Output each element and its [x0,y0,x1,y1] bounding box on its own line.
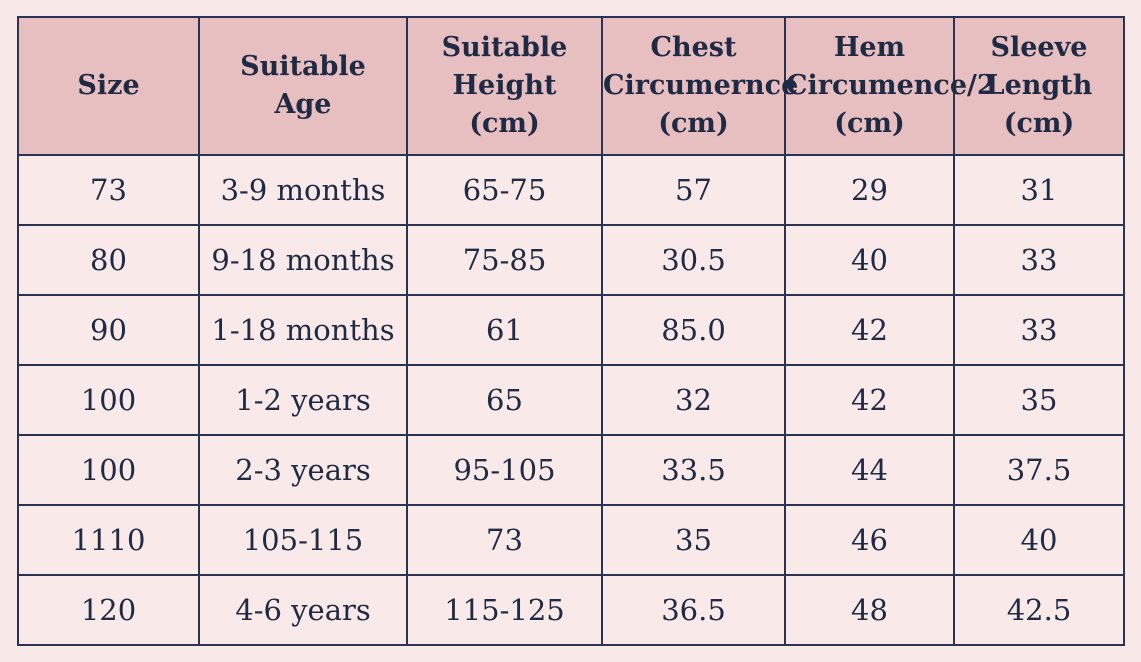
table-cell-hem-circumference: 42 [784,294,955,366]
column-header-suitable-age: Suitable Age [198,16,408,156]
table-cell-suitable-height: 65-75 [406,154,603,226]
column-header-line: (cm) [469,108,540,139]
column-header-hem-circumference: Hem Circumence/2 (cm) [784,16,996,156]
column-header-line: Circumernce [603,70,799,101]
table-cell-chest-circumference: 57 [601,154,786,226]
table-cell-suitable-age: 105-115 [198,504,408,576]
table-cell-suitable-age: 1-2 years [198,364,408,436]
column-header-line: Height [452,70,557,101]
table-cell-sleeve-length: 31 [953,154,1125,226]
table-body: 73 3-9 months 65-75 57 29 31 80 9-18 months 75-8… [17,154,1125,646]
table-cell-suitable-height: 75-85 [406,224,603,296]
table-row: 80 9-18 months 75-85 30.5 40 33 [17,224,1125,296]
table-cell-suitable-age: 1-18 months [198,294,408,366]
table-cell-hem-circumference: 42 [784,364,955,436]
table-cell-size: 80 [17,224,200,296]
column-header-line: Length [985,70,1093,101]
column-header-line: (cm) [658,108,729,139]
column-header-sleeve-length: Sleeve Length (cm) [953,16,1125,156]
table-cell-sleeve-length: 37.5 [953,434,1125,506]
table-cell-chest-circumference: 30.5 [601,224,786,296]
table-cell-sleeve-length: 33 [953,294,1125,366]
table-cell-size: 120 [17,574,200,646]
table-cell-chest-circumference: 36.5 [601,574,786,646]
column-header-chest-circumference: Chest Circumernce (cm) [601,16,799,156]
table-cell-suitable-height: 115-125 [406,574,603,646]
table-row: 100 2-3 years 95-105 33.5 44 37.5 [17,434,1125,506]
column-header-line: Circumence/2 [786,70,996,101]
table-cell-sleeve-length: 33 [953,224,1125,296]
column-header-line: Suitable [441,32,568,63]
table-cell-suitable-age: 4-6 years [198,574,408,646]
table-row: 90 1-18 months 61 85.0 42 33 [17,294,1125,366]
column-header-line: Age [274,89,332,120]
column-header-line: Sleeve [990,32,1088,63]
column-header-line: Hem [833,32,906,63]
column-header-line: Suitable [240,51,366,82]
table-cell-suitable-height: 61 [406,294,603,366]
table-cell-suitable-age: 9-18 months [198,224,408,296]
table-row: 120 4-6 years 115-125 36.5 48 42.5 [17,574,1125,646]
table-cell-suitable-age: 3-9 months [198,154,408,226]
column-header-size: Size [17,16,200,156]
table-cell-hem-circumference: 44 [784,434,955,506]
column-header-line: Size [77,70,140,101]
table-cell-sleeve-length: 40 [953,504,1125,576]
table-cell-size: 73 [17,154,200,226]
table-cell-size: 1110 [17,504,200,576]
table-cell-hem-circumference: 40 [784,224,955,296]
table-cell-suitable-height: 95-105 [406,434,603,506]
table-cell-size: 100 [17,364,200,436]
table-cell-suitable-age: 2-3 years [198,434,408,506]
table-cell-chest-circumference: 32 [601,364,786,436]
table-cell-sleeve-length: 35 [953,364,1125,436]
column-header-line: (cm) [834,108,905,139]
table-header: Size Suitable Age Suitable Height (cm) Chest Ci… [17,16,1125,156]
column-header-line: (cm) [1003,108,1075,139]
table-cell-sleeve-length: 42.5 [953,574,1125,646]
table-row: 1110 105-115 73 35 46 40 [17,504,1125,576]
table-cell-chest-circumference: 33.5 [601,434,786,506]
table-cell-hem-circumference: 46 [784,504,955,576]
table-cell-size: 100 [17,434,200,506]
header-row: Size Suitable Age Suitable Height (cm) Chest Ci… [17,16,1125,156]
table-cell-suitable-height: 73 [406,504,603,576]
table-row: 73 3-9 months 65-75 57 29 31 [17,154,1125,226]
table-row: 100 1-2 years 65 32 42 35 [17,364,1125,436]
table-cell-chest-circumference: 35 [601,504,786,576]
column-header-line: Chest [650,32,737,63]
table-cell-hem-circumference: 48 [784,574,955,646]
table-cell-chest-circumference: 85.0 [601,294,786,366]
size-chart-table: Size Suitable Age Suitable Height (cm) Chest Ci… [17,16,1125,646]
table-cell-suitable-height: 65 [406,364,603,436]
table-cell-size: 90 [17,294,200,366]
column-header-suitable-height: Suitable Height (cm) [406,16,603,156]
table-cell-hem-circumference: 29 [784,154,955,226]
